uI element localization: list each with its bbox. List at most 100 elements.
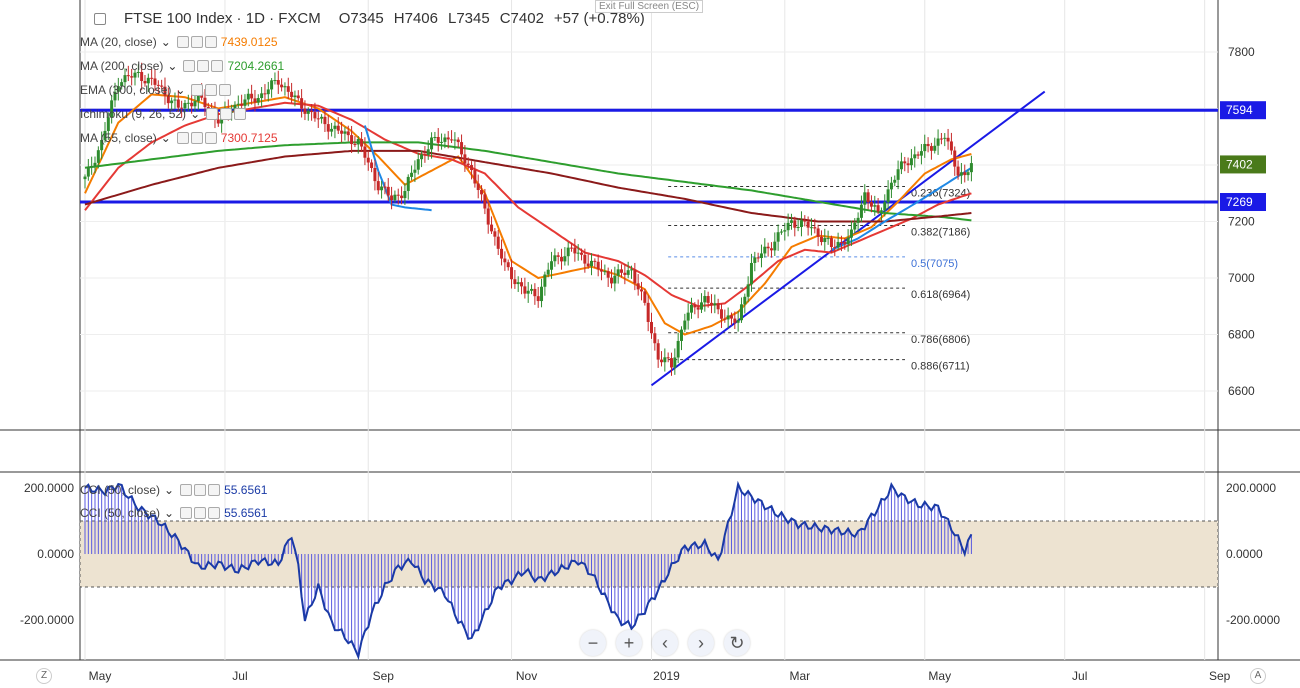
chevron-down-icon[interactable]: ⌄ [160, 35, 171, 49]
indicator-controls [183, 60, 224, 72]
eye-icon[interactable] [180, 507, 193, 519]
close-icon[interactable] [219, 84, 232, 96]
candle-body [396, 194, 400, 196]
chart-type-icon[interactable] [94, 12, 106, 25]
candle-body [370, 162, 374, 169]
candle-body [689, 304, 693, 313]
indicator-line [84, 141, 972, 222]
candle-body [520, 282, 524, 287]
close-icon[interactable] [204, 132, 217, 144]
candle-body [470, 165, 474, 171]
symbol-name[interactable]: FTSE 100 Index · 1D · FXCM [124, 10, 321, 27]
ohlc-readout: O7345 H7406 L7345 C7402 +57 (+0.78%) [339, 10, 645, 27]
candle-body [696, 307, 700, 310]
candle-body [560, 256, 564, 262]
indicator-legend-row[interactable]: CCI (50, close) ⌄ 55.6561 [80, 483, 267, 497]
close-icon[interactable] [211, 60, 224, 72]
candle-body [849, 229, 853, 238]
exit-fullscreen-tooltip[interactable]: Exit Full Screen (ESC) [595, 0, 704, 13]
candle-body [150, 77, 154, 79]
candle-body [343, 131, 347, 134]
candle-body [446, 137, 450, 140]
change-value: +57 (+0.78%) [553, 10, 645, 27]
settings-icon[interactable] [194, 484, 207, 496]
chevron-down-icon[interactable]: ⌄ [160, 131, 171, 145]
indicator-controls [180, 484, 221, 496]
indicator-controls [191, 84, 232, 96]
zoom-in-button[interactable]: + [616, 630, 642, 656]
indicator-legend-row[interactable]: EMA (300, close) ⌄ [80, 83, 235, 97]
indicator-line [363, 125, 432, 212]
indicator-legend-row[interactable]: MA (20, close) ⌄ 7439.0125 [80, 35, 278, 49]
candle-body [366, 157, 370, 163]
indicator-value: 7204.2661 [227, 59, 285, 73]
indicator-legend-row[interactable]: CCI (50, close) ⌄ 55.6561 [80, 506, 267, 520]
fib-level-label: 0.382(7186) [911, 226, 970, 238]
indicator-label: EMA (300, close) [80, 83, 172, 97]
settings-icon[interactable] [197, 60, 210, 72]
close-icon[interactable] [208, 507, 221, 519]
candle-body [596, 261, 600, 270]
settings-icon[interactable] [190, 36, 203, 48]
candle-body [573, 247, 577, 254]
scroll-right-button[interactable]: › [688, 630, 714, 656]
close-icon[interactable] [234, 108, 247, 120]
zoom-out-button[interactable]: − [580, 630, 606, 656]
candle-body [330, 128, 334, 132]
candle-body [939, 138, 943, 140]
candle-body [606, 271, 610, 278]
candle-body [156, 84, 160, 86]
settings-icon[interactable] [220, 108, 233, 120]
indicator-legend-row[interactable]: Ichimoku (9, 26, 52) ⌄ [80, 107, 250, 121]
candle-body [646, 302, 650, 322]
chevron-down-icon[interactable]: ⌄ [164, 483, 175, 497]
indicator-legend-row[interactable]: MA (55, close) ⌄ 7300.7125 [80, 131, 278, 145]
candle-body [793, 220, 797, 228]
chevron-down-icon[interactable]: ⌄ [190, 107, 201, 121]
scroll-left-button[interactable]: ‹ [652, 630, 678, 656]
eye-icon[interactable] [176, 132, 189, 144]
low-value: L7345 [447, 10, 490, 27]
eye-icon[interactable] [176, 36, 189, 48]
close-icon[interactable] [208, 484, 221, 496]
candle-body [936, 138, 940, 146]
candle-body [90, 165, 94, 167]
chevron-down-icon[interactable]: ⌄ [167, 59, 178, 73]
candle-body [293, 95, 297, 98]
candle-body [723, 318, 727, 320]
candle-body [440, 141, 444, 143]
candle-body [146, 77, 150, 84]
eye-icon[interactable] [183, 60, 196, 72]
chevron-down-icon[interactable]: ⌄ [175, 83, 186, 97]
candle-body [796, 227, 800, 229]
candle-body [556, 255, 560, 257]
indicator-legend-row[interactable]: MA (200, close) ⌄ 7204.2661 [80, 59, 284, 73]
close-icon[interactable] [204, 36, 217, 48]
eye-icon[interactable] [191, 84, 204, 96]
settings-icon[interactable] [194, 507, 207, 519]
candle-body [746, 284, 750, 297]
settings-icon[interactable] [190, 132, 203, 144]
x-tick-label: Mar [789, 669, 810, 683]
candle-body [296, 95, 300, 99]
candle-body [736, 320, 740, 323]
candle-body [743, 296, 747, 305]
candle-body [749, 262, 753, 285]
candle-body [310, 110, 314, 113]
candle-body [686, 312, 690, 321]
cci-line [84, 480, 973, 661]
eye-icon[interactable] [206, 108, 219, 120]
candle-body [203, 97, 207, 108]
candle-body [650, 321, 653, 334]
auto-scale-button[interactable]: A [1250, 668, 1266, 684]
candle-body [633, 269, 637, 284]
candle-body [716, 303, 720, 310]
candle-body [113, 91, 117, 101]
reset-chart-button[interactable]: ↻ [724, 630, 750, 656]
chevron-down-icon[interactable]: ⌄ [164, 506, 175, 520]
settings-icon[interactable] [205, 84, 218, 96]
zoom-scale-button[interactable]: Z [36, 668, 52, 684]
eye-icon[interactable] [180, 484, 193, 496]
